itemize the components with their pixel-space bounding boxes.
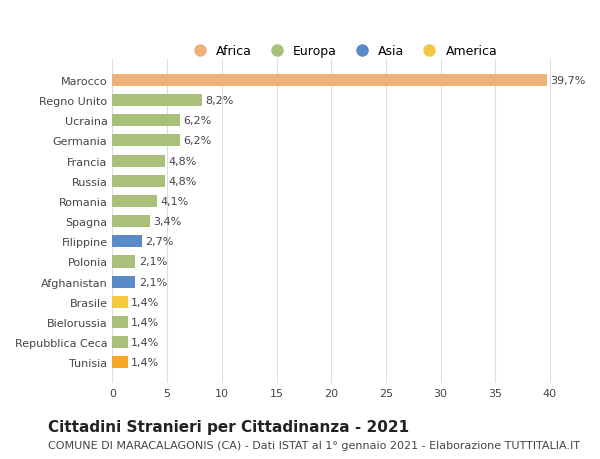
Text: 4,8%: 4,8%	[168, 176, 197, 186]
Bar	[112, 196, 157, 207]
Text: 2,7%: 2,7%	[145, 237, 173, 247]
Text: 4,1%: 4,1%	[161, 196, 189, 207]
Bar	[112, 316, 128, 328]
Bar	[112, 135, 180, 147]
Bar	[112, 296, 128, 308]
Text: 1,4%: 1,4%	[131, 297, 160, 307]
Bar	[112, 336, 128, 348]
Text: 1,4%: 1,4%	[131, 358, 160, 368]
Legend: Africa, Europa, Asia, America: Africa, Europa, Asia, America	[182, 40, 502, 63]
Text: 1,4%: 1,4%	[131, 337, 160, 347]
Bar	[112, 256, 136, 268]
Text: 8,2%: 8,2%	[205, 96, 234, 106]
Bar	[112, 276, 136, 288]
Text: 4,8%: 4,8%	[168, 156, 197, 166]
Text: 2,1%: 2,1%	[139, 257, 167, 267]
Bar	[112, 115, 180, 127]
Bar	[112, 216, 149, 228]
Text: Cittadini Stranieri per Cittadinanza - 2021: Cittadini Stranieri per Cittadinanza - 2…	[48, 419, 409, 434]
Text: 3,4%: 3,4%	[153, 217, 181, 227]
Bar	[112, 175, 165, 187]
Bar	[112, 155, 165, 167]
Text: COMUNE DI MARACALAGONIS (CA) - Dati ISTAT al 1° gennaio 2021 - Elaborazione TUTT: COMUNE DI MARACALAGONIS (CA) - Dati ISTA…	[48, 440, 580, 450]
Bar	[112, 75, 547, 87]
Text: 2,1%: 2,1%	[139, 277, 167, 287]
Text: 6,2%: 6,2%	[184, 116, 212, 126]
Bar	[112, 236, 142, 248]
Text: 39,7%: 39,7%	[550, 76, 585, 86]
Bar	[112, 95, 202, 107]
Bar	[112, 357, 128, 369]
Text: 1,4%: 1,4%	[131, 317, 160, 327]
Text: 6,2%: 6,2%	[184, 136, 212, 146]
